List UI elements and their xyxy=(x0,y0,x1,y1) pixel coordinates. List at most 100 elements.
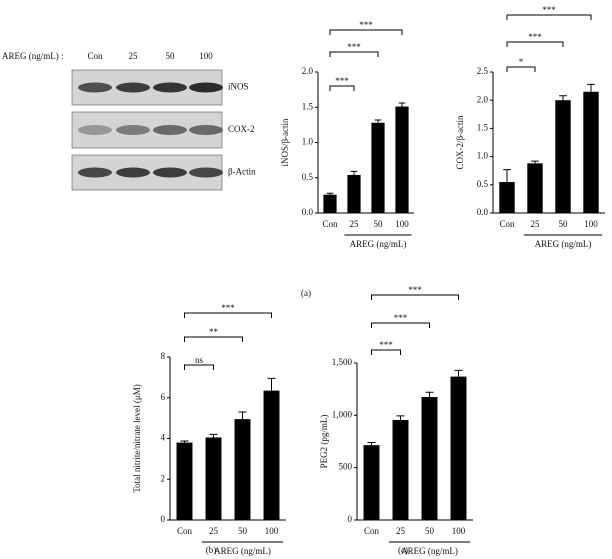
error-bar xyxy=(531,160,539,164)
error-bar xyxy=(587,83,595,92)
blot-band xyxy=(116,82,150,93)
significance-label: *** xyxy=(221,303,235,313)
significance-bracket xyxy=(371,294,459,300)
y-axis-label: PEG2 (pg/mL) xyxy=(319,415,329,469)
error-bar xyxy=(350,170,358,175)
y-tick-label: 6 xyxy=(161,392,166,402)
blot-band xyxy=(153,82,187,93)
x-tick-label: Con xyxy=(499,219,515,229)
blot-band xyxy=(78,125,112,135)
y-tick-label: 1,500 xyxy=(332,357,353,367)
blot-row-label: β-Actin xyxy=(228,167,256,177)
x-tick-label: 50 xyxy=(425,526,435,536)
x-tick-label: 50 xyxy=(559,219,569,229)
significance-bracket xyxy=(329,85,355,91)
x-axis-label: AREG (ng/mL) xyxy=(214,546,271,556)
y-tick-label: 8 xyxy=(161,351,166,361)
significance-label: *** xyxy=(379,340,393,350)
panel-label: (b) xyxy=(206,545,217,555)
significance-bracket xyxy=(184,336,243,342)
x-tick-label: Con xyxy=(364,526,380,536)
blot-band xyxy=(116,167,150,178)
error-bar xyxy=(454,369,463,377)
bar xyxy=(583,91,599,213)
y-tick-label: 0.5 xyxy=(302,172,314,182)
x-tick-label: 50 xyxy=(374,219,384,229)
y-tick-label: 1.5 xyxy=(477,122,489,132)
error-bar xyxy=(367,442,376,446)
x-tick-label: 25 xyxy=(396,526,406,536)
y-tick-label: 4 xyxy=(161,433,166,443)
blot-band xyxy=(116,125,150,135)
y-tick-label: 2 xyxy=(161,473,166,483)
bar xyxy=(323,194,337,213)
significance-label: *** xyxy=(359,20,373,30)
error-bar xyxy=(374,119,382,123)
significance-bracket xyxy=(506,41,564,47)
blot-band xyxy=(189,125,223,135)
blot-lane-label: 50 xyxy=(166,51,176,61)
significance-bracket xyxy=(371,349,401,355)
blot-lane-label: 25 xyxy=(129,51,139,61)
error-bar xyxy=(209,433,218,438)
bar xyxy=(555,100,571,213)
significance-label: *** xyxy=(347,42,361,52)
bar xyxy=(363,445,380,520)
x-tick-label: 25 xyxy=(209,526,219,536)
blot-band xyxy=(153,125,187,135)
significance-label: * xyxy=(519,57,524,67)
y-tick-label: 0.5 xyxy=(477,179,489,189)
significance-bracket xyxy=(506,14,592,20)
x-tick-label: Con xyxy=(322,219,338,229)
blot-band xyxy=(78,167,112,178)
x-axis-label: AREG (ng/mL) xyxy=(350,239,407,249)
error-bar xyxy=(503,169,511,182)
error-bar xyxy=(180,440,189,443)
blot-row-label: iNOS xyxy=(228,82,249,92)
y-axis-label: COX-2/β-actin xyxy=(455,115,465,170)
x-tick-label: 25 xyxy=(531,219,541,229)
bar xyxy=(392,420,409,520)
bar xyxy=(421,397,438,520)
x-tick-label: 100 xyxy=(265,526,279,536)
error-bar xyxy=(326,192,334,195)
y-tick-label: 500 xyxy=(339,462,353,472)
bar xyxy=(371,122,385,213)
blot-band xyxy=(153,167,187,178)
bar xyxy=(395,106,409,213)
y-tick-label: 2.0 xyxy=(477,94,489,104)
y-tick-label: 1.5 xyxy=(302,101,314,111)
significance-label: *** xyxy=(528,32,542,42)
y-tick-label: 0.0 xyxy=(302,207,314,217)
bar xyxy=(263,390,280,520)
blot-lane-label: Con xyxy=(87,51,103,61)
bar xyxy=(234,419,251,520)
y-tick-label: 1.0 xyxy=(302,137,314,147)
blot-lane-label: 100 xyxy=(199,51,213,61)
blot-band xyxy=(189,82,223,93)
y-axis-label: Total nitrite/nitrate level (μM) xyxy=(132,384,142,492)
significance-bracket xyxy=(506,66,536,72)
panel-label: (a) xyxy=(301,288,311,298)
bar xyxy=(347,174,361,213)
x-tick-label: 25 xyxy=(350,219,360,229)
error-bar xyxy=(238,411,247,420)
x-tick-label: Con xyxy=(177,526,193,536)
blot-dose-label: AREG (ng/mL) : xyxy=(2,51,64,61)
blot-band xyxy=(189,167,223,178)
y-tick-label: 2.5 xyxy=(477,66,489,76)
significance-bracket xyxy=(329,51,379,57)
significance-label: *** xyxy=(542,5,556,15)
bar xyxy=(205,437,222,520)
significance-label: *** xyxy=(394,313,408,323)
significance-bracket xyxy=(329,29,403,35)
bar xyxy=(499,181,515,213)
x-tick-label: 100 xyxy=(584,219,598,229)
x-axis-label: AREG (ng/mL) xyxy=(401,546,458,556)
y-tick-label: 0 xyxy=(348,514,353,524)
y-tick-label: 0.0 xyxy=(477,207,489,217)
blot-row-label: COX-2 xyxy=(228,124,255,134)
error-bar xyxy=(267,377,276,391)
error-bar xyxy=(559,95,567,101)
